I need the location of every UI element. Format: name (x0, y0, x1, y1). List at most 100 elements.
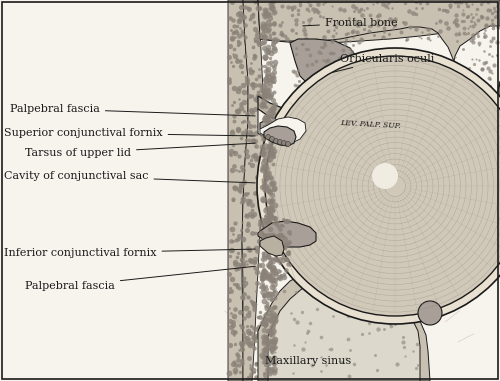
Point (409, 10, 417, 16)
Point (262, 275, 270, 282)
Point (324, 346, 332, 352)
Point (253, 280, 261, 287)
Point (266, 119, 274, 125)
Point (260, 293, 268, 299)
Point (270, 227, 278, 233)
Point (273, 275, 281, 281)
Point (260, 34, 268, 40)
Point (280, 273, 287, 279)
Point (487, 107, 495, 114)
Point (264, 114, 272, 120)
Point (272, 256, 280, 262)
Point (258, 227, 266, 233)
Point (274, 37, 282, 43)
Point (258, 87, 266, 93)
Point (412, 11, 420, 17)
Point (266, 126, 274, 133)
Point (262, 237, 270, 243)
Point (262, 219, 270, 226)
Point (262, 132, 270, 138)
Point (226, 247, 234, 253)
Point (344, 21, 352, 27)
Point (248, 213, 256, 219)
Point (264, 367, 272, 373)
Point (283, 269, 291, 275)
Point (364, 28, 372, 34)
Point (258, 217, 266, 223)
Point (472, 56, 480, 62)
Point (272, 368, 280, 374)
Point (258, 320, 266, 326)
Point (318, 14, 326, 20)
Point (242, 210, 250, 216)
Point (263, 23, 271, 29)
Point (264, 254, 272, 260)
Point (400, 19, 407, 25)
Point (261, 274, 269, 280)
Point (264, 360, 272, 367)
Point (263, 132, 271, 138)
Point (254, 367, 262, 373)
Point (360, 26, 368, 32)
Point (248, 202, 256, 208)
Point (234, 261, 242, 267)
Point (248, 207, 256, 213)
Point (232, 167, 240, 173)
Point (486, 38, 494, 44)
Point (229, 30, 237, 37)
Point (259, 282, 267, 288)
Point (262, 320, 270, 327)
Point (250, 259, 258, 265)
Point (358, 331, 366, 337)
Point (342, 355, 350, 361)
Point (266, 0, 274, 6)
Point (264, 219, 272, 225)
Point (262, 160, 270, 166)
Point (260, 327, 268, 333)
Point (266, 275, 274, 281)
Point (260, 245, 268, 251)
Point (252, 264, 260, 271)
Point (254, 93, 262, 99)
Point (266, 3, 274, 10)
Point (255, 200, 263, 206)
Point (249, 11, 257, 17)
Point (230, 85, 238, 91)
Point (230, 185, 238, 191)
Point (259, 152, 267, 158)
Point (234, 38, 242, 44)
Point (268, 332, 276, 338)
Point (268, 3, 276, 9)
Point (490, 14, 498, 20)
Point (468, 15, 476, 21)
Point (272, 221, 280, 227)
Point (270, 148, 278, 154)
Point (346, 73, 354, 79)
Point (262, 92, 270, 98)
Point (227, 310, 235, 316)
Point (282, 256, 290, 262)
Point (349, 34, 357, 40)
Point (261, 170, 269, 176)
Point (254, 29, 262, 35)
Point (292, 82, 300, 88)
Point (246, 342, 254, 348)
Point (268, 104, 276, 110)
Point (239, 167, 247, 173)
Point (348, 57, 356, 63)
Point (256, 221, 264, 227)
Point (285, 239, 293, 245)
Point (268, 181, 276, 187)
Point (366, 320, 374, 327)
Point (352, 79, 360, 85)
Point (258, 221, 266, 227)
Point (264, 28, 272, 34)
Point (240, 331, 248, 337)
Point (269, 149, 277, 155)
Point (250, 82, 258, 88)
Point (264, 272, 272, 278)
Point (478, 66, 486, 72)
Point (264, 219, 272, 225)
Point (260, 232, 268, 239)
Point (270, 234, 278, 240)
